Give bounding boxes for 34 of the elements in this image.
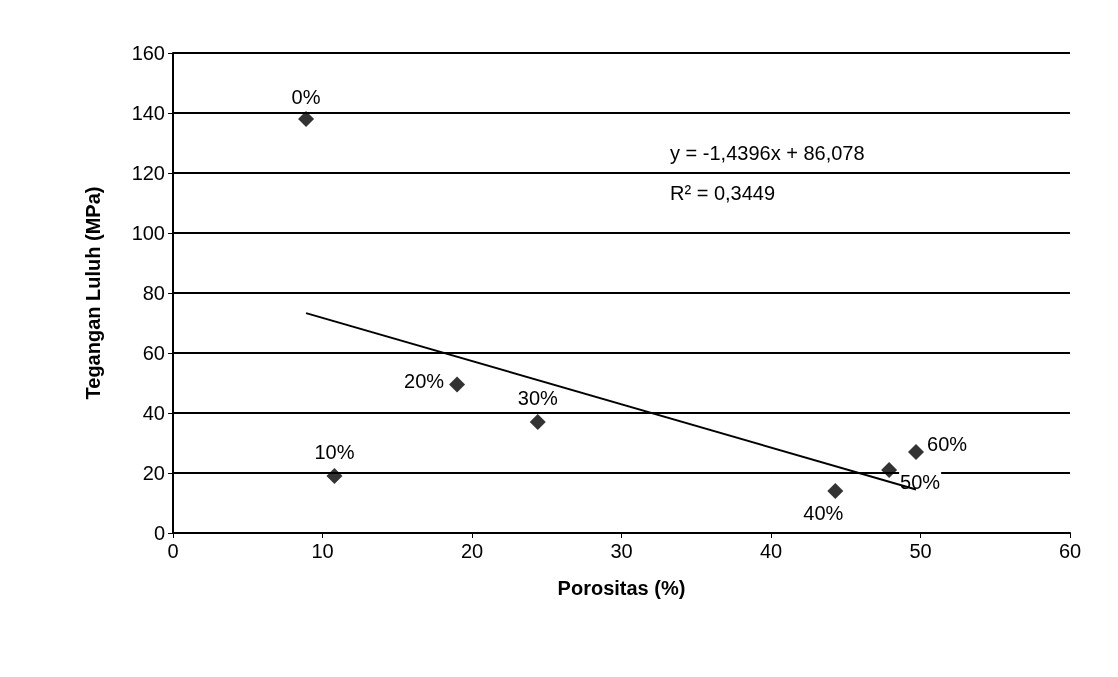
x-tick-label: 30 <box>610 540 633 562</box>
x-tick-label: 20 <box>460 540 484 562</box>
point <box>827 483 844 499</box>
y-tick-label: 160 <box>131 42 165 64</box>
annotation: 40% <box>803 502 844 524</box>
annotation: 60% <box>927 433 968 455</box>
x-axis-title: Porositas (%) <box>557 577 686 599</box>
point <box>529 414 546 430</box>
annotation: 10% <box>314 441 355 463</box>
point <box>908 444 925 460</box>
annotation: 20% <box>404 369 445 392</box>
annotation: 30% <box>517 387 559 409</box>
y-tick-label: 40 <box>142 402 165 424</box>
x-tick-label: 40 <box>759 540 783 562</box>
point <box>449 376 466 393</box>
y-tick-label: 100 <box>131 222 165 244</box>
y-tick-label: 80 <box>142 282 165 304</box>
y-tick-label: 60 <box>142 342 165 364</box>
annotation: 0% <box>291 86 321 108</box>
x-tick-label: 10 <box>311 540 334 562</box>
point <box>881 462 898 478</box>
y-axis-title: Tegangan Luluh (MPa) <box>82 186 104 400</box>
annotation: 50% <box>900 471 941 493</box>
y-tick-label: 0 <box>153 522 165 544</box>
y-tick-label: 120 <box>131 162 165 184</box>
y-tick-label: 20 <box>142 462 165 484</box>
point <box>298 111 315 127</box>
point <box>326 468 343 484</box>
x-tick-label: 60 <box>1058 540 1082 562</box>
y-tick-label: 140 <box>131 102 165 124</box>
x-tick-label: 0 <box>167 540 179 562</box>
annotation: y = -1,4396x + 86,078 <box>670 142 865 164</box>
x-tick-label: 50 <box>909 540 932 562</box>
annotation: R² = 0,3449 <box>670 182 776 204</box>
